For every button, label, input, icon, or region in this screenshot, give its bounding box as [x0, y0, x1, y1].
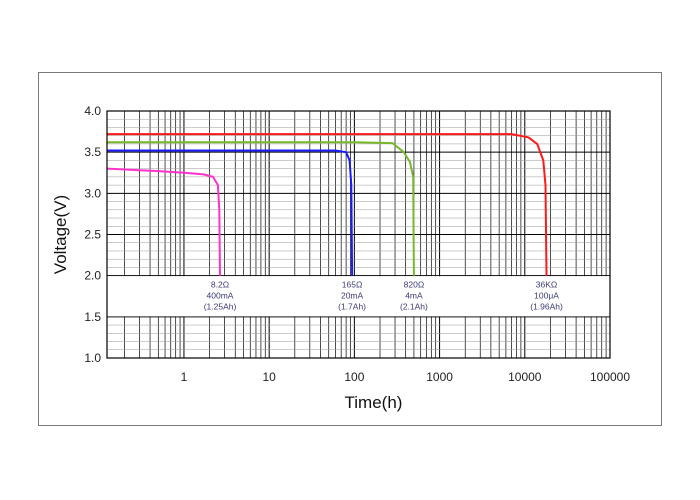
series-annotation-3: 100μA — [534, 291, 559, 301]
y-tick-label: 2.0 — [84, 269, 101, 283]
y-tick-label: 1.0 — [84, 351, 101, 365]
x-tick-label: 10000 — [508, 370, 542, 384]
chart-frame — [38, 72, 662, 426]
series-annotation-2: 4mA — [405, 291, 423, 301]
series-annotation-1: 20mA — [341, 291, 364, 301]
series-annotation-0: 400mA — [207, 291, 234, 301]
series-annotation-2: (2.1Ah) — [400, 302, 428, 312]
series-line-3 — [107, 133, 548, 276]
y-tick-label: 3.5 — [84, 145, 101, 159]
tick-labels: 1 10 100 1000 10000 100000 1.0 1.5 2.0 2.5 3.0 3.5 4… — [84, 104, 630, 384]
y-tick-label: 1.5 — [84, 310, 101, 324]
y-tick-label: 3.0 — [84, 186, 101, 200]
x-tick-label: 100000 — [590, 370, 630, 384]
series-line-2 — [107, 141, 415, 276]
x-tick-label: 1 — [181, 370, 188, 384]
label-band-background — [107, 276, 610, 317]
grid — [107, 110, 610, 359]
series-annotation-1: (1.7Ah) — [338, 302, 366, 312]
label-band — [107, 276, 610, 317]
y-tick-label: 2.5 — [84, 228, 101, 242]
series-group — [106, 133, 548, 276]
series-annotation-3: 36KΩ — [536, 280, 557, 290]
y-tick-label: 4.0 — [84, 104, 101, 118]
series-annotation-3: (1.96Ah) — [530, 302, 563, 312]
x-tick-label: 100 — [344, 370, 364, 384]
annotations: 8.2Ω400mA(1.25Ah)165Ω20mA(1.7Ah)820Ω4mA(… — [204, 280, 563, 312]
x-tick-label: 10 — [262, 370, 276, 384]
series-annotation-0: 8.2Ω — [211, 280, 229, 290]
y-axis-title: Voltage(V) — [51, 195, 70, 274]
series-line-0 — [106, 167, 221, 276]
plot-border — [106, 110, 611, 359]
series-annotation-1: 165Ω — [342, 280, 363, 290]
x-tick-label: 1000 — [426, 370, 453, 384]
series-line-1 — [107, 149, 354, 276]
x-axis-title: Time(h) — [345, 393, 403, 412]
series-annotation-0: (1.25Ah) — [204, 302, 237, 312]
series-annotation-2: 820Ω — [404, 280, 425, 290]
